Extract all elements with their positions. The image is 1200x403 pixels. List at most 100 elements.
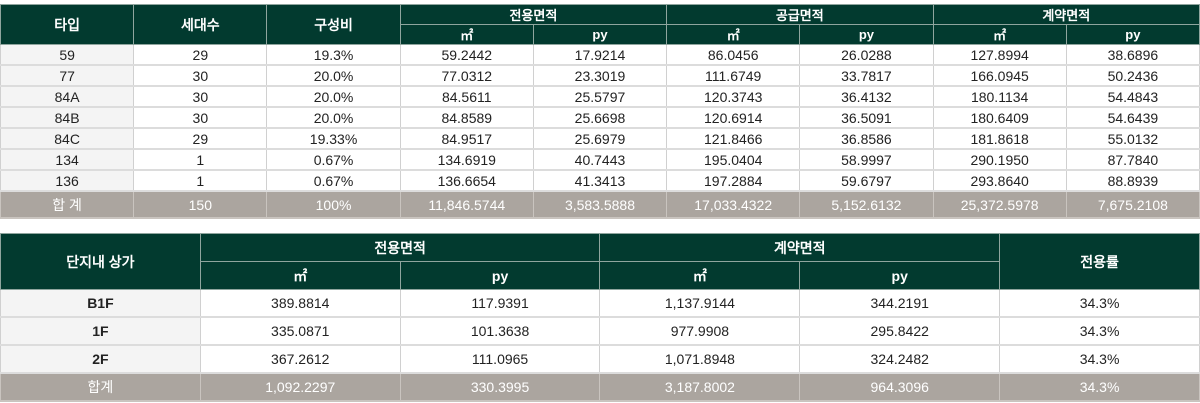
- table-cell: 5,152.6132: [799, 190, 934, 219]
- table-cell: 3,187.8002: [599, 372, 801, 402]
- table-cell: 1: [133, 169, 268, 192]
- header-supply-area: 공급면적: [666, 4, 934, 25]
- total-row: 합 계 150 100% 11,846.5744 3,583.5888 17,033.43…: [0, 190, 1200, 219]
- table-cell: 54.4843: [1065, 85, 1200, 108]
- table-cell: 344.2191: [799, 289, 1001, 318]
- table-cell: 25.6979: [532, 127, 668, 150]
- table-cell: 17,033.4322: [666, 190, 801, 219]
- header-sqm: ㎡: [599, 261, 801, 290]
- table-cell: 34.3%: [999, 372, 1200, 402]
- table-row: 59 29 19.3% 59.2442 17.9214 86.0456 26.0288 127…: [0, 44, 1200, 66]
- row-label: 59: [0, 44, 135, 66]
- header-py: py: [399, 261, 601, 290]
- table-cell: 77.0312: [399, 64, 534, 87]
- table-cell: 136.6654: [399, 169, 534, 192]
- header-exclusive-area: 전용면적: [199, 233, 601, 262]
- table-cell: 30: [133, 85, 268, 108]
- row-label: 84A: [0, 85, 135, 108]
- table-cell: 197.2884: [666, 169, 801, 192]
- header-type: 타입: [0, 4, 135, 45]
- table-cell: 127.8994: [932, 44, 1067, 66]
- table-cell: 23.3019: [532, 64, 668, 87]
- table-cell: 181.8618: [932, 127, 1067, 150]
- row-label: 77: [0, 64, 135, 87]
- table-cell: 1,071.8948: [599, 344, 801, 374]
- table-cell: 34.3%: [999, 344, 1200, 374]
- table-cell: 195.0404: [666, 148, 801, 171]
- table-cell: 55.0132: [1065, 127, 1200, 150]
- store-area-table: 단지내 상가 전용면적 계약면적 전용률 ㎡ py ㎡ py B1F 389.88…: [0, 233, 1200, 402]
- table-cell: 34.3%: [999, 316, 1200, 346]
- table-cell: 166.0945: [932, 64, 1067, 87]
- table-cell: 84.8589: [399, 106, 534, 129]
- table-cell: 25,372.5978: [932, 190, 1067, 219]
- table-cell: 30: [133, 64, 268, 87]
- row-label: 2F: [0, 344, 201, 374]
- table-cell: 19.33%: [266, 127, 401, 150]
- table-cell: 36.8586: [799, 127, 934, 150]
- table-cell: 111.6749: [666, 64, 801, 87]
- table-cell: 17.9214: [532, 44, 668, 66]
- table-cell: 180.1134: [932, 85, 1067, 108]
- table-row: 134 1 0.67% 134.6919 40.7443 195.0404 58.9997 2…: [0, 148, 1200, 171]
- table-cell: 121.8466: [666, 127, 801, 150]
- header-exclusive-area: 전용면적: [399, 4, 668, 25]
- header-ratio: 구성비: [266, 4, 401, 45]
- row-label: 84B: [0, 106, 135, 129]
- table-row: 84C 29 19.33% 84.9517 25.6979 121.8466 36.8586…: [0, 127, 1200, 150]
- table-cell: 54.6439: [1065, 106, 1200, 129]
- table-cell: 33.7817: [799, 64, 934, 87]
- header-py: py: [799, 261, 1001, 290]
- table-cell: 101.3638: [399, 316, 601, 346]
- table-cell: 120.3743: [666, 85, 801, 108]
- table-cell: 30: [133, 106, 268, 129]
- table-cell: 86.0456: [666, 44, 801, 66]
- row-label: B1F: [0, 289, 201, 318]
- table-cell: 25.5797: [532, 85, 668, 108]
- table-cell: 38.6896: [1065, 44, 1200, 66]
- header-sqm: ㎡: [199, 261, 401, 290]
- table-cell: 335.0871: [199, 316, 401, 346]
- table-cell: 19.3%: [266, 44, 401, 66]
- table-cell: 180.6409: [932, 106, 1067, 129]
- table-cell: 0.67%: [266, 148, 401, 171]
- table-cell: 59.2442: [399, 44, 534, 66]
- header-contract-area: 계약면적: [599, 233, 1001, 262]
- row-label: 136: [0, 169, 135, 192]
- table-cell: 293.8640: [932, 169, 1067, 192]
- table-row: 84B 30 20.0% 84.8589 25.6698 120.6914 36.5091 1…: [0, 106, 1200, 129]
- table-cell: 36.5091: [799, 106, 934, 129]
- header-households: 세대수: [133, 4, 268, 45]
- row-label: 134: [0, 148, 135, 171]
- table-row: B1F 389.8814 117.9391 1,137.9144 344.2191 34.…: [0, 289, 1200, 318]
- table-cell: 324.2482: [799, 344, 1001, 374]
- row-label: 합 계: [0, 190, 135, 219]
- table-cell: 34.3%: [999, 289, 1200, 318]
- table-cell: 964.3096: [799, 372, 1001, 402]
- table-cell: 84.5611: [399, 85, 534, 108]
- table-row: 84A 30 20.0% 84.5611 25.5797 120.3743 36.4132 1…: [0, 85, 1200, 108]
- table-row: 1F 335.0871 101.3638 977.9908 295.8422 34.3%: [0, 316, 1200, 346]
- table-cell: 20.0%: [266, 106, 401, 129]
- table-cell: 25.6698: [532, 106, 668, 129]
- table-cell: 389.8814: [199, 289, 401, 318]
- row-label: 1F: [0, 316, 201, 346]
- table-cell: 120.6914: [666, 106, 801, 129]
- total-row: 합계 1,092.2297 330.3995 3,187.8002 964.3096 34…: [0, 372, 1200, 402]
- table-cell: 11,846.5744: [399, 190, 534, 219]
- header-py: py: [799, 24, 934, 45]
- header-sqm: ㎡: [932, 24, 1067, 45]
- table-cell: 87.7840: [1065, 148, 1200, 171]
- table-row: 2F 367.2612 111.0965 1,071.8948 324.2482 34.3…: [0, 344, 1200, 374]
- header-store: 단지내 상가: [0, 233, 201, 290]
- table-cell: 88.8939: [1065, 169, 1200, 192]
- table-cell: 1: [133, 148, 268, 171]
- table-cell: 41.3413: [532, 169, 668, 192]
- table-cell: 20.0%: [266, 85, 401, 108]
- table-cell: 3,583.5888: [532, 190, 668, 219]
- table-cell: 0.67%: [266, 169, 401, 192]
- table-cell: 134.6919: [399, 148, 534, 171]
- header-exclusive-ratio: 전용률: [999, 233, 1200, 290]
- header-py: py: [532, 24, 668, 45]
- row-label: 84C: [0, 127, 135, 150]
